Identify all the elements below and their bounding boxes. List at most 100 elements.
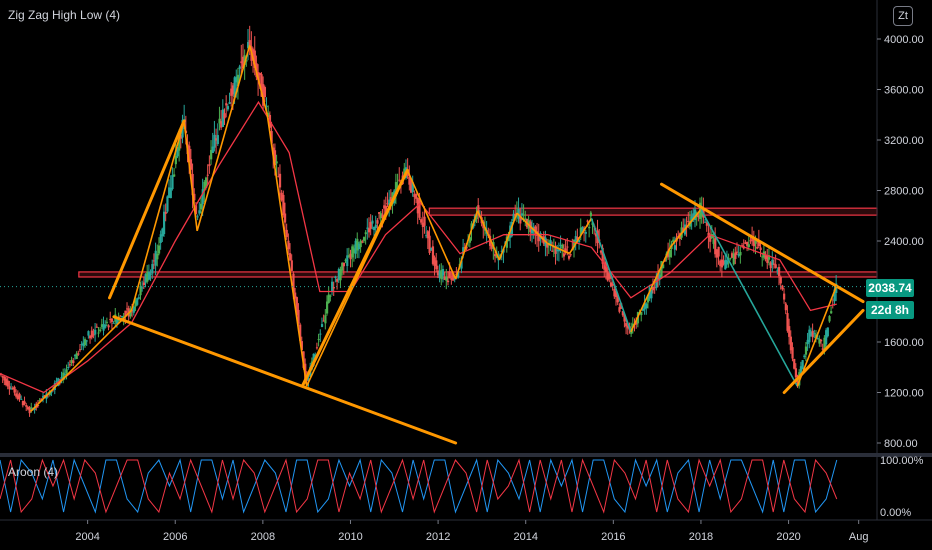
candle-up [660, 261, 663, 277]
candle-down [420, 219, 423, 223]
candle-down [779, 276, 782, 284]
scale-button[interactable]: Zt [893, 6, 913, 26]
candle-down [215, 138, 218, 141]
candle-up [524, 218, 527, 220]
candle-down [546, 244, 549, 248]
oscillator-label[interactable]: Aroon (4) [8, 465, 59, 479]
candle-down [369, 222, 372, 229]
candle-up [132, 306, 135, 313]
candle-up [213, 134, 216, 148]
candle-down [389, 197, 393, 201]
candle-down [72, 360, 75, 364]
candle-down [107, 325, 110, 328]
moving-average [0, 100, 837, 394]
candle-down [290, 260, 293, 271]
candle-up [462, 247, 465, 255]
candle-down [124, 310, 127, 317]
candle-up [275, 161, 278, 164]
candle-up [327, 294, 330, 303]
candle-up [42, 396, 45, 398]
candle-down [426, 231, 430, 239]
zigzag-segment [454, 210, 479, 280]
candle-up [475, 213, 478, 220]
candle-down [297, 309, 300, 324]
candle-up [320, 324, 324, 327]
zigzag-segment [406, 169, 457, 280]
candle-up [739, 252, 742, 256]
candle-up [818, 339, 821, 344]
candle-up [198, 210, 201, 214]
candle-down [554, 245, 557, 254]
candle-up [655, 276, 658, 288]
candle-up [115, 318, 119, 324]
candle-up [646, 294, 650, 303]
candle-up [112, 322, 115, 324]
candle-down [152, 260, 156, 262]
candle-up [830, 311, 833, 314]
zigzag-segment [516, 212, 549, 245]
candle-up [139, 285, 142, 296]
candle-up [238, 66, 241, 69]
last-price-tag: 2038.74 [866, 279, 914, 297]
candle-up [173, 174, 176, 177]
zigzag-segment [183, 120, 198, 231]
candle-up [394, 182, 398, 197]
candle-down [734, 252, 737, 259]
candle-up [136, 298, 139, 305]
candle-up [346, 255, 349, 266]
candle-down [821, 348, 824, 350]
candle-down [769, 262, 772, 269]
candle-down [772, 263, 776, 265]
candle-up [776, 270, 779, 272]
time-tick-label: 2004 [75, 531, 99, 543]
candle-down [653, 287, 656, 289]
candle-down [322, 320, 325, 322]
candle-up [73, 355, 77, 357]
trendlines [108, 119, 865, 445]
candle-up [169, 187, 172, 199]
price-tick-label: 3600.00 [884, 85, 924, 97]
candle-down [6, 380, 9, 387]
candle-up [82, 342, 85, 347]
candle-down [386, 203, 389, 205]
candle-down [789, 336, 792, 351]
candle-down [613, 288, 616, 297]
candle-up [512, 213, 515, 222]
candle-up [530, 229, 534, 234]
bar-countdown: 22d 8h [866, 301, 914, 319]
candle-down [241, 56, 245, 69]
candle-up [85, 340, 88, 342]
candle-down [126, 308, 129, 310]
candle-up [388, 199, 391, 206]
candle-up [359, 240, 362, 248]
candle-up [201, 189, 204, 205]
candle-down [240, 61, 243, 64]
indicator-label[interactable]: Zig Zag High Low (4) [8, 8, 121, 22]
candle-up [767, 255, 771, 260]
candle-up [347, 255, 351, 257]
zigzag-segment [568, 217, 593, 255]
candle-down [428, 235, 431, 253]
candle-up [690, 216, 693, 222]
candle-down [260, 74, 263, 97]
candle-up [63, 374, 67, 376]
candle-down [709, 235, 712, 242]
candle-down [336, 278, 339, 282]
candlesticks [0, 25, 838, 417]
candle-up [84, 339, 87, 345]
candle-down [635, 320, 638, 325]
candle-down [446, 280, 450, 283]
candle-down [294, 292, 297, 299]
candle-up [520, 213, 524, 216]
candle-down [682, 227, 685, 233]
candle-down [564, 248, 567, 254]
candle-down [378, 212, 381, 214]
trendline [782, 308, 865, 394]
candle-up [70, 359, 73, 364]
candle-up [97, 332, 100, 334]
candle-up [692, 213, 695, 220]
candle-up [453, 278, 456, 280]
candle-up [557, 249, 561, 252]
candle-up [704, 221, 707, 223]
